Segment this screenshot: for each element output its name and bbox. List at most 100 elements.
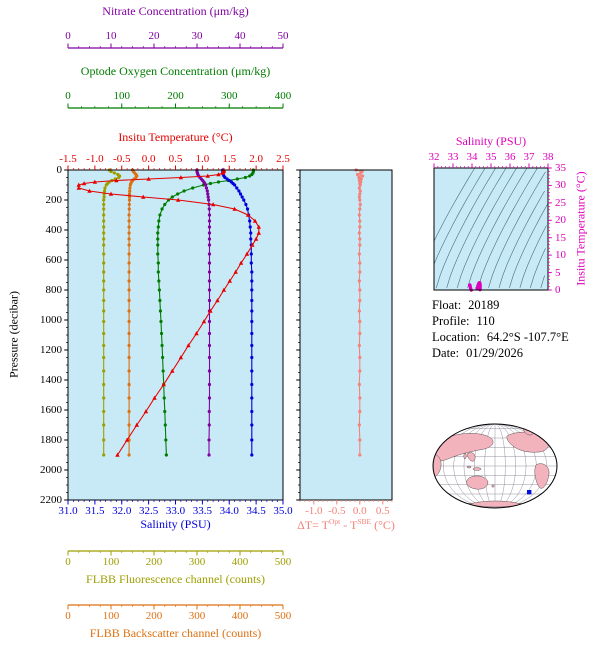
tick-label: 400 xyxy=(231,610,249,622)
curve-salinity xyxy=(221,168,254,457)
curve-temperature xyxy=(76,167,262,457)
profile-label: Profile: xyxy=(432,314,470,328)
float-info-block: Float: 20189 Profile: 110 Location: 64.2°S … xyxy=(432,297,569,361)
tick-label: 40 xyxy=(234,30,246,42)
tick-label: 2.5 xyxy=(276,153,290,165)
tick-label: 0.0 xyxy=(352,505,367,517)
tick-label: 400 xyxy=(45,224,63,236)
tick-label: 30 xyxy=(555,179,566,192)
delta-t-title-sup-opt: Opt xyxy=(329,517,341,526)
pressure-axis-ticks xyxy=(64,169,68,501)
pressure-axis-title: Pressure (decibar) xyxy=(6,291,21,378)
tick-label: 1200 xyxy=(40,344,62,356)
tick-label: 31.0 xyxy=(58,505,78,517)
ts-density-contours xyxy=(434,168,548,288)
temperature-axis-ticks xyxy=(67,165,284,170)
tick-label: 33.0 xyxy=(165,505,186,517)
tick-label: -1.0 xyxy=(86,153,104,165)
date-value: 01/29/2026 xyxy=(466,346,524,360)
tick-label: 0 xyxy=(65,556,71,568)
tick-label: 36 xyxy=(504,151,516,163)
tick-label: 500 xyxy=(274,556,292,568)
ts-salinity-axis-title: Salinity (PSU) xyxy=(455,134,527,148)
delta-t-title-pre: ΔT= T xyxy=(297,518,329,532)
tick-label: 34.5 xyxy=(246,505,266,517)
tick-label: 32.5 xyxy=(139,505,159,517)
nitrate-axis-title: Nitrate Concentration (μm/kg) xyxy=(102,4,249,18)
tick-label: 10 xyxy=(555,249,566,262)
tick-label: 20 xyxy=(148,30,160,42)
oxygen-axis-title: Optode Oxygen Concentration (μm/kg) xyxy=(80,64,271,78)
tick-label: 300 xyxy=(188,556,206,568)
curve-delta-t xyxy=(354,168,365,457)
tick-label: 20 xyxy=(555,214,566,227)
tick-label: 33.5 xyxy=(192,505,212,517)
curve-nitrate xyxy=(195,168,212,457)
ts-profile-points xyxy=(468,281,482,292)
tick-label: 35.0 xyxy=(273,505,293,517)
temperature-axis-title: Insitu Temperature (°C) xyxy=(118,130,233,144)
profile-row: Profile: 110 xyxy=(432,313,569,329)
tick-label: 200 xyxy=(145,556,163,568)
tick-label: -1.5 xyxy=(59,153,77,165)
tick-label: 300 xyxy=(188,610,206,622)
main-plot-area xyxy=(68,170,283,500)
tick-label: 100 xyxy=(113,90,131,102)
tick-label: 10 xyxy=(105,30,117,42)
location-label: Location: xyxy=(432,330,480,344)
profile-value: 110 xyxy=(476,314,495,328)
tick-label: 1.0 xyxy=(195,153,210,165)
delta-t-title-post: (°C) xyxy=(371,518,395,532)
tick-label: 300 xyxy=(221,90,238,102)
tick-label: 0 xyxy=(65,30,71,42)
tick-label: 0 xyxy=(65,610,71,622)
float-id-row: Float: 20189 xyxy=(432,297,569,313)
date-label: Date: xyxy=(432,346,460,360)
salinity-axis-title: Salinity (PSU) xyxy=(140,517,211,531)
ts-temperature-ticks xyxy=(548,167,552,291)
ts-temperature-axis-title: Insitu Temperature (°C) xyxy=(573,171,588,286)
location-row: Location: 64.2°S -107.7°E xyxy=(432,329,569,345)
tick-label: 1600 xyxy=(40,404,62,416)
tick-label: 34 xyxy=(466,151,478,163)
tick-label: 1400 xyxy=(40,374,62,386)
fluorescence-axis xyxy=(67,550,284,556)
float-position-marker xyxy=(527,490,532,495)
delta-t-title-sup-sbe: SBE xyxy=(357,517,372,526)
tick-label: 500 xyxy=(274,610,292,622)
float-id-label: Float: xyxy=(432,298,462,312)
tick-label: 800 xyxy=(45,284,63,296)
tick-label: 35 xyxy=(555,162,566,174)
ts-salinity-ticks xyxy=(433,163,549,168)
backscatter-axis-title: FLBB Backscatter channel (counts) xyxy=(89,626,262,640)
tick-label: 100 xyxy=(102,610,120,622)
tick-label: 400 xyxy=(231,556,249,568)
delta-t-title-mid: - T xyxy=(340,518,358,532)
tick-label: 34.0 xyxy=(219,505,239,517)
tick-label: 38 xyxy=(542,151,554,163)
tick-label: -0.5 xyxy=(328,505,346,517)
tick-label: 32.0 xyxy=(112,505,132,517)
tick-label: 1000 xyxy=(40,314,62,326)
map-continents xyxy=(433,427,550,508)
tick-label: 37 xyxy=(523,151,535,163)
tick-label: 100 xyxy=(102,556,120,568)
delta-t-plot-area xyxy=(300,170,392,500)
tick-label: 0 xyxy=(555,284,561,296)
tick-label: 35 xyxy=(485,151,497,163)
salinity-axis-ticks xyxy=(67,500,284,505)
tick-label: 15 xyxy=(555,231,566,244)
tick-label: -1.0 xyxy=(305,505,323,517)
tick-label: 2000 xyxy=(40,464,62,476)
delta-t-axis-ticks xyxy=(299,500,393,505)
float-id-value: 20189 xyxy=(468,298,500,312)
tick-label: 200 xyxy=(45,194,63,206)
map-outline xyxy=(432,423,558,509)
tick-label: 25 xyxy=(555,196,566,209)
tick-label: 30 xyxy=(191,30,203,42)
tick-label: 600 xyxy=(45,254,63,266)
tick-label: -0.5 xyxy=(113,153,131,165)
delta-t-axis-title: ΔT= TOpt - TSBE (°C) xyxy=(280,517,412,533)
